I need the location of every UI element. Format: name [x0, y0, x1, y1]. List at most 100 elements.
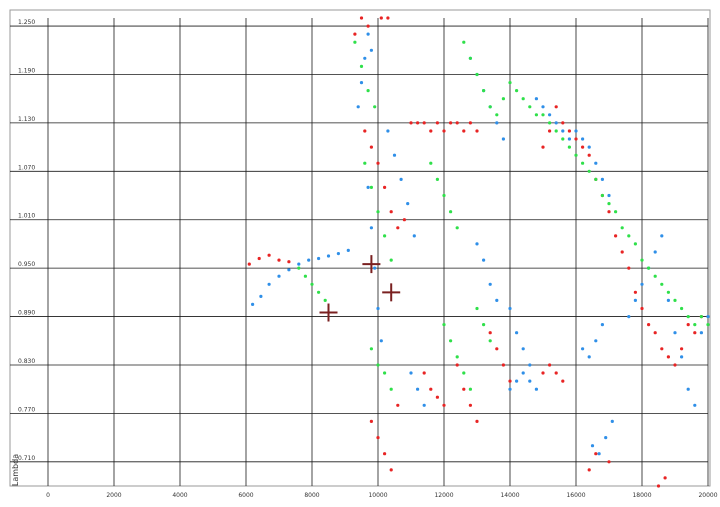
y-tick-label: 0.710 [18, 455, 35, 462]
scatter-point-series-1 [548, 129, 552, 133]
scatter-point-series-1 [607, 210, 611, 214]
scatter-point-series-1 [462, 387, 466, 391]
scatter-point-series-0 [534, 387, 539, 391]
scatter-point-series-1 [353, 32, 357, 36]
scatter-point-series-1 [594, 452, 598, 456]
scatter-point-series-0 [521, 371, 525, 375]
scatter-point-series-0 [581, 137, 585, 141]
scatter-point-series-2 [317, 290, 321, 294]
scatter-point-series-2 [581, 161, 585, 165]
scatter-point-series-1 [366, 24, 370, 28]
scatter-point-series-0 [297, 262, 301, 266]
y-axis-label: Lambda [11, 454, 20, 486]
y-tick-label: 1.070 [18, 164, 35, 171]
scatter-point-series-1 [666, 355, 671, 359]
scatter-point-series-0 [587, 145, 591, 149]
scatter-point-series-0 [604, 436, 608, 440]
scatter-point-series-1 [495, 347, 499, 351]
scatter-point-series-1 [488, 331, 492, 335]
scatter-point-series-0 [326, 254, 331, 258]
scatter-point-series-2 [600, 193, 605, 198]
scatter-point-series-1 [673, 363, 677, 367]
scatter-point-series-0 [356, 105, 360, 109]
scatter-point-series-2 [359, 64, 364, 68]
scatter-point-series-1 [379, 16, 383, 20]
scatter-point-series-0 [693, 403, 697, 407]
scatter-point-series-2 [475, 72, 479, 77]
scatter-point-series-0 [515, 379, 519, 383]
scatter-point-series-1 [389, 468, 393, 472]
scatter-point-series-0 [594, 339, 598, 343]
scatter-point-series-1 [455, 121, 459, 125]
scatter-point-series-1 [554, 105, 558, 109]
scatter-point-series-2 [468, 56, 472, 60]
scatter-point-series-1 [614, 234, 618, 238]
scatter-point-series-2 [297, 266, 301, 270]
scatter-point-series-2 [574, 153, 578, 157]
scatter-point-series-1 [663, 476, 667, 480]
scatter-point-series-2 [640, 258, 644, 262]
scatter-point-series-0 [653, 250, 657, 254]
x-tick-label: 18000 [632, 492, 651, 499]
scatter-point-series-1 [561, 379, 565, 383]
scatter-point-series-0 [561, 129, 565, 133]
scatter-point-series-2 [442, 323, 446, 327]
scatter-point-series-1 [429, 387, 433, 391]
scatter-point-series-2 [389, 258, 393, 262]
scatter-point-series-2 [353, 40, 357, 44]
x-tick-label: 4000 [172, 492, 187, 499]
scatter-point-series-1 [409, 121, 413, 125]
scatter-point-series-1 [475, 419, 479, 423]
scatter-point-series-2 [554, 129, 558, 133]
scatter-point-series-2 [508, 81, 512, 85]
scatter-point-series-0 [359, 81, 364, 85]
scatter-point-series-1 [277, 258, 281, 262]
scatter-point-series-0 [369, 48, 373, 52]
y-tick-label: 0.830 [18, 358, 35, 365]
scatter-point-series-1 [376, 436, 380, 440]
scatter-point-series-2 [633, 242, 638, 246]
scatter-point-series-1 [548, 363, 552, 367]
scatter-point-series-1 [383, 452, 387, 456]
scatter-point-series-1 [422, 121, 426, 125]
scatter-point-series-0 [594, 161, 598, 165]
scatter-point-series-0 [633, 298, 638, 302]
scatter-point-series-0 [699, 331, 704, 335]
scatter-point-series-2 [435, 177, 439, 181]
scatter-point-series-1 [402, 218, 406, 222]
x-tick-label: 10000 [368, 492, 387, 499]
scatter-point-series-0 [399, 177, 403, 181]
scatter-point-series-2 [521, 97, 525, 101]
scatter-point-series-2 [482, 323, 486, 327]
x-tick-label: 6000 [238, 492, 253, 499]
scatter-point-series-0 [409, 371, 413, 375]
scatter-point-series-0 [251, 302, 255, 306]
scatter-point-series-1 [656, 484, 661, 488]
scatter-point-series-2 [567, 145, 572, 149]
scatter-point-series-1 [501, 363, 505, 367]
y-tick-label: 0.890 [18, 310, 35, 317]
scatter-point-series-0 [495, 298, 499, 302]
scatter-point-series-2 [528, 105, 532, 109]
scatter-point-series-1 [455, 363, 459, 367]
scatter-point-series-1 [257, 256, 261, 261]
scatter-point-series-1 [267, 253, 271, 257]
y-tick-label: 1.250 [18, 19, 35, 26]
x-tick-label: 8000 [304, 492, 319, 499]
scatter-point-series-1 [247, 262, 251, 266]
scatter-point-series-0 [508, 387, 512, 391]
scatter-point-series-1 [442, 129, 446, 133]
scatter-point-series-0 [366, 185, 370, 189]
scatter-point-series-1 [581, 145, 585, 149]
y-tick-label: 1.010 [18, 213, 35, 220]
cursor-marker [362, 255, 381, 274]
scatter-point-series-0 [277, 274, 281, 278]
y-tick-label: 1.190 [18, 67, 35, 74]
x-tick-label: 16000 [566, 492, 585, 499]
scatter-point-series-1 [386, 16, 390, 20]
scatter-point-series-2 [541, 113, 545, 117]
scatter-point-series-1 [627, 266, 631, 270]
scatter-point-series-0 [336, 252, 340, 256]
scatter-point-series-1 [383, 185, 387, 189]
